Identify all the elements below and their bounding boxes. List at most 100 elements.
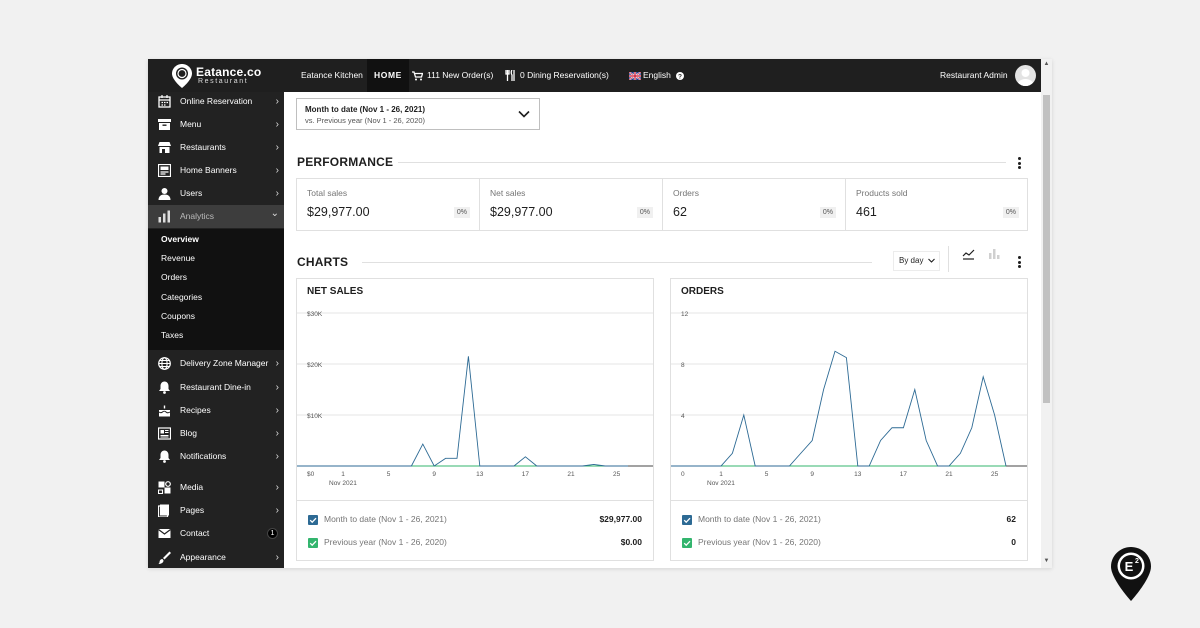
sidebar-item-label: Home Banners [180,165,237,175]
user-name[interactable]: Restaurant Admin [940,70,1008,80]
new-orders-label: 111 New Order(s) [427,70,494,80]
x-tick-label: 13 [854,471,862,478]
date-range-compare: vs. Previous year (Nov 1 - 26, 2020) [305,116,426,125]
scrollbar-thumb[interactable] [1043,95,1050,403]
sidebar-item-label: Pages [180,505,205,515]
sidebar-item-media[interactable]: Media › [148,476,284,499]
sidebar-item-label: Users [180,188,203,198]
cutlery-icon [505,70,515,82]
language-selector[interactable]: English ? [629,59,688,92]
sidebar-item-restaurant-dine-in[interactable]: Restaurant Dine-in › [148,376,284,399]
sidebar-item-appearance[interactable]: Appearance › [148,546,284,568]
sidebar-item-label: Contact [180,528,210,538]
sidebar-item-home-banners[interactable]: Home Banners › [148,159,284,182]
kpi-label: Total sales [307,188,348,198]
calendar-icon [158,95,171,108]
home-link[interactable]: HOME [367,59,409,92]
checkbox-checked-icon[interactable] [308,538,318,548]
submenu-item-overview[interactable]: Overview [161,234,199,244]
sidebar-item-delivery-zone-manager[interactable]: Delivery Zone Manager › [148,352,284,375]
chevron-down-icon: ⌄ [270,208,279,219]
avatar[interactable] [1015,65,1036,86]
chart-legend: Month to date (Nov 1 - 26, 2021) $29,977.… [297,500,653,561]
series-line-current[interactable] [671,350,1007,467]
line-chart-icon[interactable] [962,248,975,260]
x-tick-label: 17 [900,471,908,478]
x-tick-label: 25 [991,471,999,478]
series-line-current[interactable] [297,356,628,467]
x-tick-label: 1 [341,471,345,478]
legend-label: Previous year (Nov 1 - 26, 2020) [324,537,447,547]
submenu-item-revenue[interactable]: Revenue [161,253,196,264]
kpi-value: $29,977.00 [490,205,553,219]
sidebar-item-blog[interactable]: Blog › [148,422,284,445]
kpi-total-sales[interactable]: Total sales $29,977.00 0% [297,179,480,230]
bell-icon [159,381,170,394]
bar-chart-icon[interactable] [988,248,1000,260]
charts-menu-icon[interactable] [1016,255,1022,269]
checkbox-checked-icon[interactable] [682,515,692,525]
chart-plot: $0 $10K $20K $30K 1 5 9 13 17 21 25 Nov 2021 [297,311,653,487]
sidebar-item-contact[interactable]: Contact 1 [148,522,284,545]
sidebar-item-analytics[interactable]: Analytics ⌄ [148,205,284,228]
y-tick-label: 0 [681,471,685,478]
x-tick-label: 5 [387,471,391,478]
legend-total: $0.00 [620,537,642,547]
kpi-net-sales[interactable]: Net sales $29,977.00 0% [480,179,663,230]
legend-total: $29,977.00 [599,514,642,524]
sidebar-item-label: Notifications [180,451,227,461]
sidebar-item-online-reservation[interactable]: Online Reservation › [148,90,284,113]
sidebar-item-restaurants[interactable]: Restaurants › [148,136,284,159]
reservations-link[interactable]: 0 Dining Reservation(s) [505,59,609,92]
sidebar-item-pages[interactable]: Pages › [148,499,284,522]
submenu-item-taxes[interactable]: Taxes [161,330,184,340]
media-icon [158,481,171,494]
kpi-products-sold[interactable]: Products sold 461 0% [846,179,1028,230]
x-tick-label: 5 [765,471,769,478]
sidebar-item-users[interactable]: Users › [148,182,284,205]
globe-icon [158,357,171,370]
kitchen-link[interactable]: Eatance Kitchen [301,70,363,80]
kpi-orders[interactable]: Orders 62 0% [663,179,846,230]
notification-badge: 1 [267,528,278,539]
y-tick-label: $0 [307,471,315,478]
vertical-scrollbar[interactable]: ▲ ▼ [1041,59,1052,568]
logo-pin-icon [172,64,192,88]
chart-legend: Month to date (Nov 1 - 26, 2021) 62 Previo… [671,500,1027,561]
legend-total: 62 [1006,514,1016,524]
checkbox-checked-icon[interactable] [682,538,692,548]
interval-select[interactable]: By day [893,251,940,271]
kpi-change-badge: 0% [819,207,836,218]
new-orders-link[interactable]: 111 New Order(s) [412,59,493,92]
banner-icon [158,164,171,177]
sidebar-item-recipes[interactable]: Recipes › [148,399,284,422]
kpi-change-badge: 0% [1002,207,1019,218]
submenu-item-orders[interactable]: Orders [161,272,187,283]
scroll-down-icon[interactable]: ▼ [1043,558,1050,564]
language-label: English [643,70,671,80]
chevron-right-icon: › [275,188,279,199]
submenu-item-coupons[interactable]: Coupons [161,310,196,321]
store-icon [158,142,171,153]
net-sales-card: NET SALES $0 $10K $20K $30K 1 5 9 13 17 21 25 Nov 20… [296,278,654,561]
chevron-down-icon [518,110,530,118]
sidebar-item-notifications[interactable]: Notifications › [148,445,284,468]
interval-label: By day [899,256,924,265]
kpi-change-badge: 0% [636,207,653,218]
help-icon[interactable]: ? [676,71,685,80]
avatar-icon [1017,69,1034,86]
sidebar-item-menu[interactable]: Menu › [148,113,284,136]
svg-text:E: E [1125,559,1134,574]
y-tick-label: 12 [681,311,689,318]
x-tick-label: 9 [432,471,436,478]
brand-name[interactable]: Eatance.co [196,65,262,79]
sidebar-item-label: Recipes [180,405,211,415]
date-range-selector[interactable]: Month to date (Nov 1 - 26, 2021) vs. Pre… [296,98,540,130]
submenu-item-categories[interactable]: Categories [161,291,203,302]
x-axis-sublabel: Nov 2021 [707,480,735,487]
performance-divider [398,162,1006,163]
scroll-up-icon[interactable]: ▲ [1043,61,1050,67]
cart-icon [412,71,423,81]
performance-menu-icon[interactable] [1016,156,1022,170]
checkbox-checked-icon[interactable] [308,515,318,525]
